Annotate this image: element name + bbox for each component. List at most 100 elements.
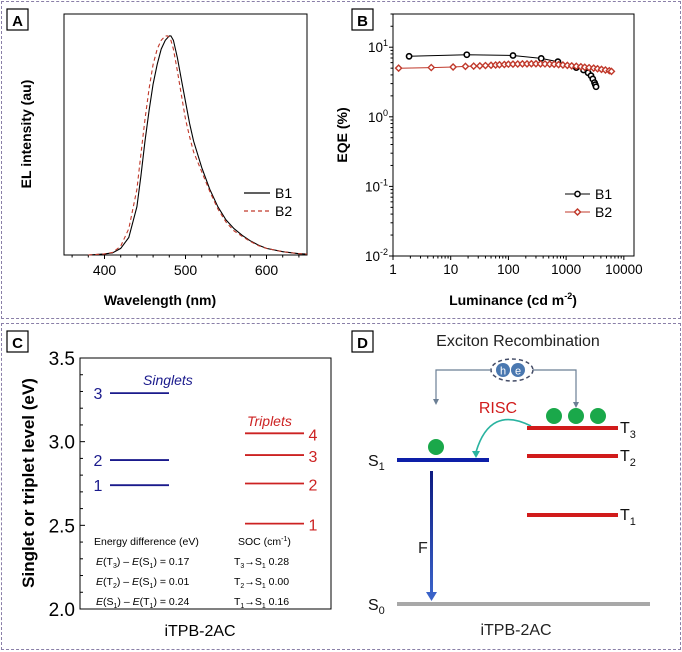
soc-row: T3→S1 0.28: [234, 556, 289, 570]
triplet-level-number: 1: [309, 518, 318, 535]
s0-label: S0: [368, 597, 385, 617]
x-tick-label: 500: [174, 262, 198, 278]
triplet-branch-arrowhead: [573, 402, 579, 408]
series-b1-point: [509, 52, 517, 59]
singlets-label: Singlets: [143, 372, 193, 388]
series-b1-point: [592, 83, 600, 91]
y-tick-label: 3.0: [49, 433, 75, 454]
energy-difference-row: E(T3) – E(S1) = 0.17: [96, 556, 189, 570]
panel-a-legend: B1 B2: [244, 185, 292, 219]
triplet-exciton-icon: [568, 408, 584, 424]
panel-a-label-box: [6, 8, 29, 31]
panel-b-legend: B1 B2: [565, 186, 612, 220]
panel-c-plot-area: [79, 357, 332, 610]
x-tick-label: 100: [497, 262, 520, 277]
triplet-level-number: 4: [309, 427, 318, 444]
x-tick-label: 1000: [551, 262, 581, 277]
hole-label: h: [500, 366, 506, 378]
panel-a-ylabel: EL intensity (au): [18, 80, 34, 189]
energy-header: Energy difference (eV): [94, 536, 199, 548]
panel-b-ylabel: EQE (%): [334, 107, 350, 162]
y-tick-label: 2.0: [49, 600, 75, 621]
panel-a-xlabel: Wavelength (nm): [104, 292, 216, 308]
singlet-level-number: 1: [94, 478, 103, 495]
energy-difference-row: E(T2) – E(S1) = 0.01: [96, 576, 189, 590]
panel-c-ylabel: Singlet or triplet level (eV): [19, 378, 38, 588]
risc-arrowhead: [472, 451, 480, 458]
panel-c-label: C: [12, 335, 23, 352]
panel-c-y-ticks: 2.0 2.5 3.0 3.5: [49, 349, 85, 621]
singlet-level-number: 2: [94, 453, 103, 470]
y-tick-label: 100: [368, 108, 388, 125]
singlet-branch-line: [435, 369, 491, 400]
fluorescence-arrow: [430, 471, 433, 593]
panel-c: C 2.0 2.5 3.0 3.5 1 2 3 1 2 3 4 Singlets Triplets…: [6, 330, 332, 640]
singlet-level-number: 3: [94, 386, 103, 403]
energy-difference-row: E(S1) – E(T1) = 0.24: [96, 596, 189, 610]
fluorescence-arrowhead: [426, 592, 437, 601]
panel-b-label-box: [351, 8, 374, 31]
triplet-branch-line: [533, 369, 577, 403]
triplet-exciton-icon: [590, 408, 606, 424]
singlet-branch-arrowhead: [433, 399, 439, 405]
series-b1-point: [463, 51, 471, 59]
panel-b-label: B: [357, 13, 368, 30]
fluorescence-label: F: [418, 540, 428, 557]
triplet-level-number: 2: [309, 478, 318, 495]
soc-row: T2→S1 0.00: [234, 576, 289, 590]
triplets-label: Triplets: [247, 413, 292, 429]
t3-label: T3: [620, 420, 636, 441]
s1-label: S1: [368, 453, 385, 473]
y-tick-label: 101: [368, 38, 388, 55]
soc-header: SOC (cm-1): [238, 536, 291, 548]
bottom-panel-frame: [1, 323, 681, 650]
triplet-level-number: 3: [309, 449, 318, 466]
legend-b2-marker: [573, 207, 582, 217]
x-tick-label: 10000: [605, 262, 643, 277]
risc-label: RISC: [479, 400, 517, 417]
series-b2-point: [469, 62, 478, 71]
panel-b-ticks: 1 10 100 1000 10000 10-2 10-1 100 101: [365, 13, 643, 277]
triplet-exciton-icon: [546, 408, 562, 424]
panel-a-series: [88, 35, 308, 256]
series-b2-point: [427, 63, 436, 72]
panel-d-label: D: [357, 335, 368, 352]
diagram-title: Exciton Recombination: [436, 333, 600, 350]
legend-b1-marker: [574, 190, 581, 198]
x-tick-label: 1: [389, 262, 397, 277]
series-b1-point: [405, 52, 413, 60]
legend-b1-label: B1: [595, 186, 612, 202]
panel-c-levels: 1 2 3 1 2 3 4: [94, 386, 318, 535]
panel-b-plot-area: [392, 13, 635, 257]
panel-b-series: [394, 51, 616, 91]
panel-a: A 400 500 600 Wavelength (nm) EL intensity…: [6, 8, 308, 308]
top-panel-frame: [1, 1, 681, 319]
panel-d-label-box: [351, 330, 374, 353]
panel-c-label-box: [6, 330, 29, 353]
panel-c-xlabel: iTPB-2AC: [164, 623, 235, 640]
y-tick-label: 2.5: [49, 516, 75, 537]
legend-b1-label: B1: [275, 185, 292, 201]
panel-b-xlabel: Luminance (cd m-2): [449, 291, 577, 308]
panel-a-plot-area: [63, 13, 308, 256]
series-b1-line: [88, 35, 308, 256]
legend-b2-label: B2: [275, 203, 292, 219]
diagram-compound-label: iTPB-2AC: [480, 622, 551, 639]
t1-label: T1: [620, 507, 636, 528]
t2-label: T2: [620, 448, 636, 469]
panel-a-label: A: [12, 13, 23, 30]
series-b2-line: [88, 35, 308, 256]
y-tick-label: 3.5: [49, 349, 75, 370]
risc-arrow: [475, 418, 532, 453]
energy-table-rows: E(T3) – E(S1) = 0.17 T3→S1 0.28 E(T2) – E(…: [96, 556, 289, 610]
legend-b2-label: B2: [595, 204, 612, 220]
x-tick-label: 10: [443, 262, 458, 277]
x-tick-label: 600: [255, 262, 279, 278]
electron-label: e: [515, 366, 521, 378]
singlet-exciton-icon: [428, 439, 444, 455]
x-tick-label: 400: [93, 262, 117, 278]
panel-d: D Exciton Recombination h e RISC: [351, 330, 650, 639]
panel-b: B 1 10 100 1000 10000 10-2 10-1 100 101 Luminanc…: [334, 8, 643, 308]
soc-row: T1→S1 0.16: [234, 596, 289, 610]
